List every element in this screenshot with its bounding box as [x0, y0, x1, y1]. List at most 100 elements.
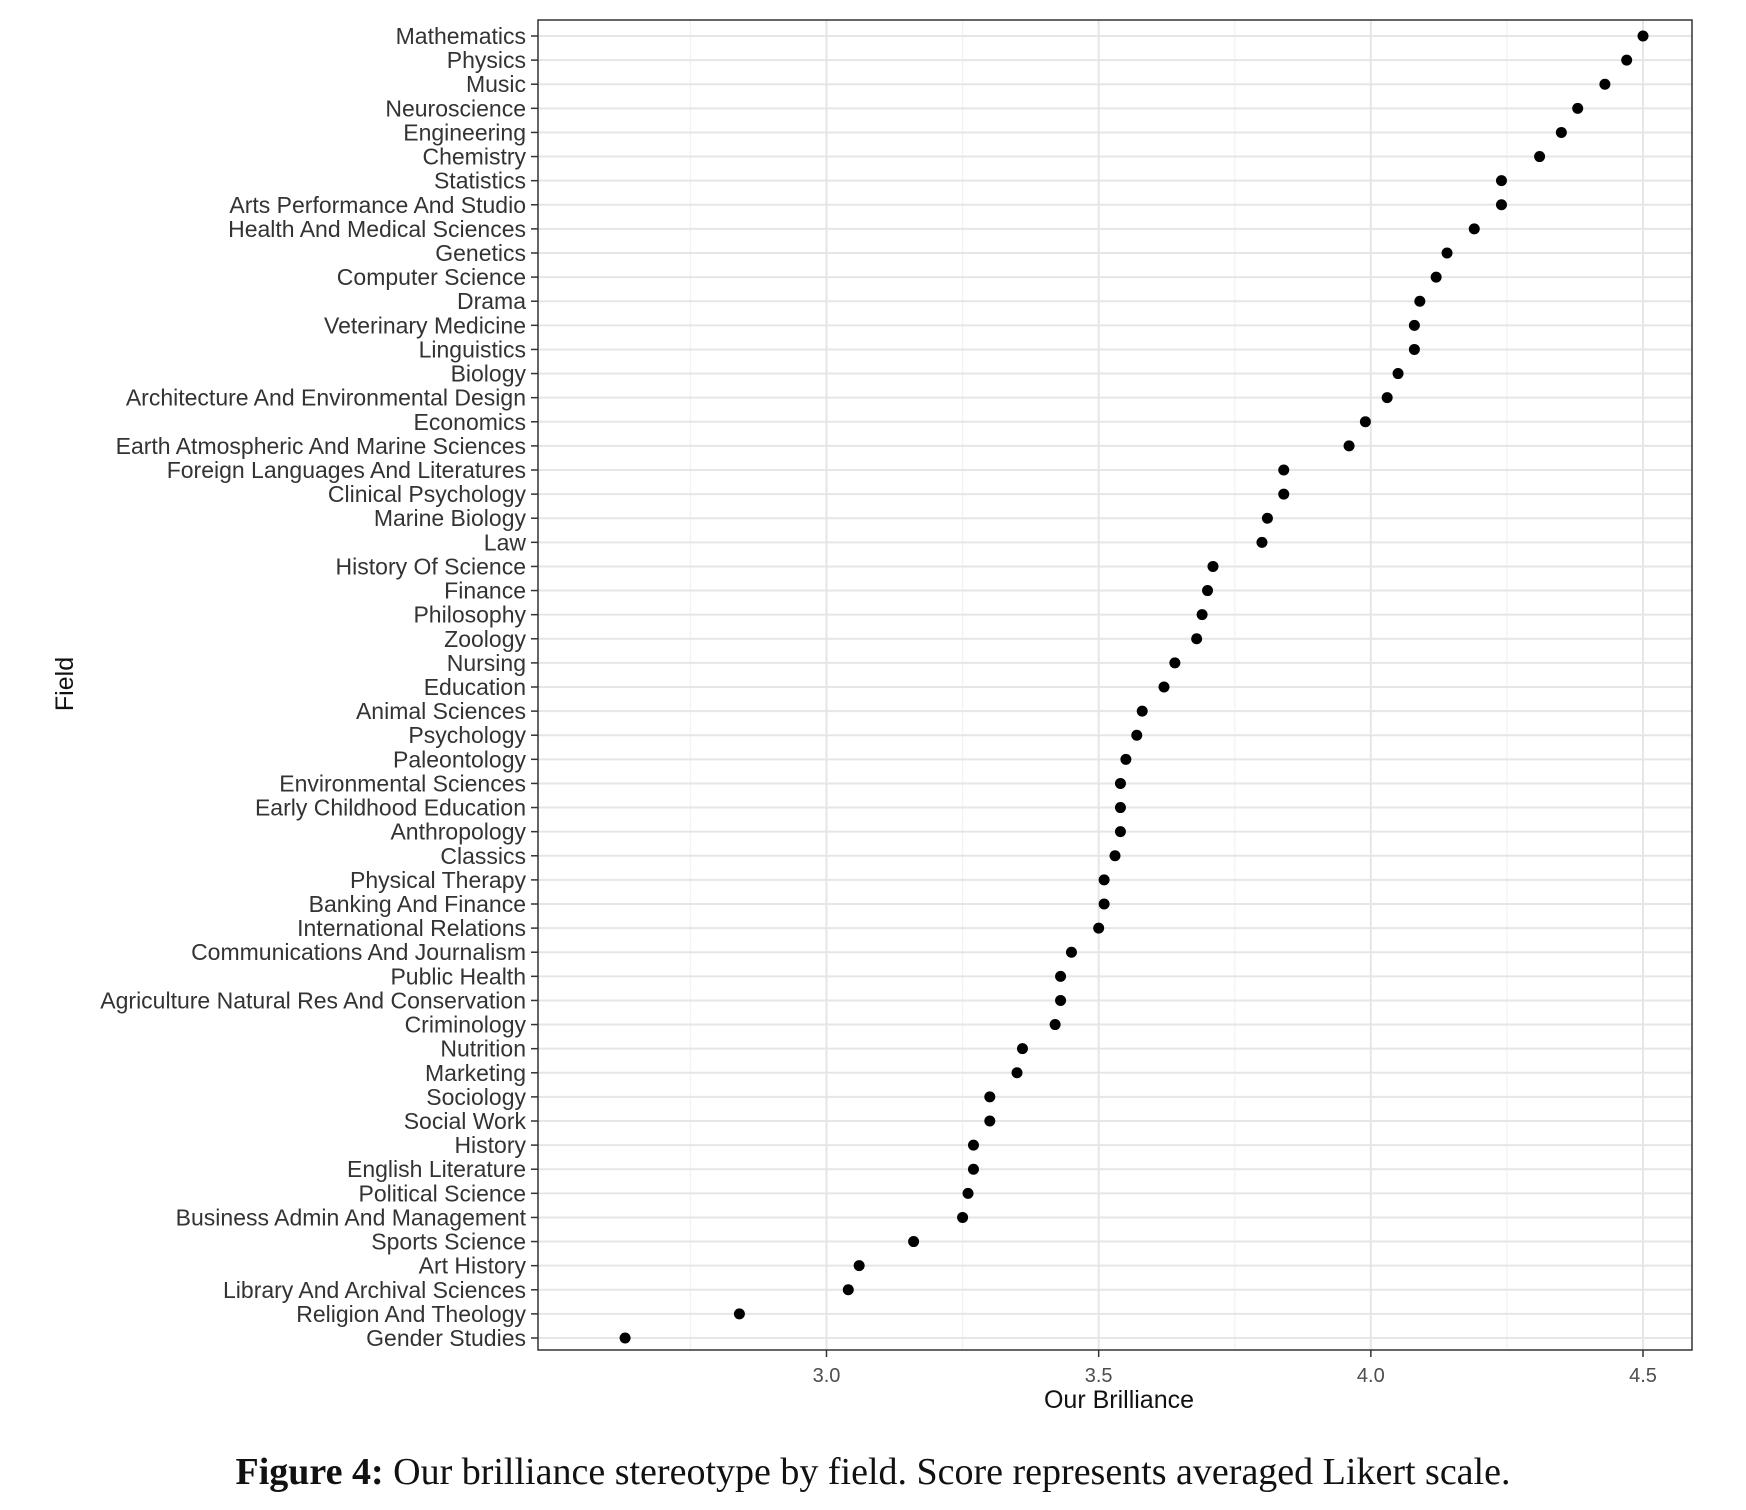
y-category-label: Marine Biology: [374, 505, 527, 531]
data-point: [1599, 78, 1611, 90]
x-axis-title: Our Brilliance: [1044, 1386, 1194, 1414]
data-point: [1278, 488, 1290, 500]
plot-border: [537, 19, 1693, 1351]
data-point: [1261, 512, 1273, 524]
data-point: [1114, 802, 1126, 814]
data-point: [1131, 729, 1143, 741]
data-point: [1098, 874, 1110, 886]
x-tick-label: 3.0: [813, 1365, 841, 1387]
data-point: [1637, 30, 1649, 42]
y-category-label: Early Childhood Education: [255, 795, 526, 821]
data-point: [1468, 223, 1480, 235]
data-point: [1191, 633, 1203, 645]
y-category-label: Architecture And Environmental Design: [126, 385, 526, 411]
caption-text: Our brilliance stereotype by field. Scor…: [393, 1451, 1511, 1493]
data-point: [1256, 536, 1268, 548]
y-category-label: Health And Medical Sciences: [228, 216, 526, 242]
data-point: [1011, 1067, 1023, 1079]
data-point: [1207, 560, 1219, 572]
y-category-label: Art History: [419, 1253, 527, 1279]
data-point: [1278, 464, 1290, 476]
data-point: [1114, 777, 1126, 789]
data-point: [1408, 319, 1420, 331]
y-category-label: Nutrition: [440, 1036, 526, 1062]
data-point: [967, 1163, 979, 1175]
y-category-label: International Relations: [297, 915, 526, 941]
data-point: [1359, 416, 1371, 428]
y-category-label: Education: [424, 674, 526, 700]
y-category-label: Criminology: [405, 1012, 527, 1038]
y-category-label: Economics: [414, 409, 526, 435]
y-category-label: Psychology: [408, 722, 526, 748]
y-category-label: Philosophy: [413, 602, 526, 628]
data-point: [984, 1091, 996, 1103]
x-tick-label: 4.5: [1629, 1365, 1657, 1387]
y-category-label: Music: [466, 71, 526, 97]
y-category-label: Classics: [440, 843, 526, 869]
y-category-label: Foreign Languages And Literatures: [167, 457, 526, 483]
data-point: [1392, 368, 1404, 380]
y-category-label: Anthropology: [390, 819, 526, 845]
data-point: [842, 1284, 854, 1296]
data-point: [1098, 898, 1110, 910]
y-category-label: Arts Performance And Studio: [229, 192, 526, 218]
data-point: [1049, 1019, 1061, 1031]
data-point: [1381, 392, 1393, 404]
data-point: [967, 1139, 979, 1151]
data-point: [1414, 295, 1426, 307]
data-point: [1430, 271, 1442, 283]
data-point: [853, 1260, 865, 1272]
y-category-label: Sports Science: [371, 1229, 526, 1255]
data-point: [1621, 54, 1633, 66]
data-point: [1158, 681, 1170, 693]
data-point: [1109, 850, 1121, 862]
data-point: [1196, 609, 1208, 621]
y-category-label: Sociology: [426, 1084, 526, 1110]
y-category-label: Social Work: [404, 1108, 527, 1134]
y-category-label: History Of Science: [336, 553, 526, 579]
y-category-label: Political Science: [359, 1180, 526, 1206]
caption-label: Figure 4:: [235, 1451, 384, 1493]
y-category-label: Chemistry: [422, 144, 526, 170]
y-category-label: Finance: [444, 578, 526, 604]
data-point: [1016, 1043, 1028, 1055]
label-layer: 3.0 3.5 4.0 4.5 MathematicsPhysicsMusicNeuro…: [100, 23, 1657, 1387]
y-category-label: Animal Sciences: [356, 698, 526, 724]
data-point: [962, 1187, 974, 1199]
data-point: [957, 1211, 969, 1223]
y-category-label: Religion And Theology: [296, 1301, 526, 1327]
data-point: [619, 1332, 631, 1344]
data-point: [733, 1308, 745, 1320]
y-category-label: Zoology: [444, 626, 526, 652]
y-category-label: Physics: [447, 47, 526, 73]
data-point: [1495, 175, 1507, 187]
data-point: [908, 1236, 920, 1248]
y-category-label: Marketing: [425, 1060, 526, 1086]
data-point: [1093, 922, 1105, 934]
y-category-label: Neuroscience: [385, 95, 526, 121]
y-category-label: Communications And Journalism: [191, 939, 526, 965]
data-point: [1065, 946, 1077, 958]
data-point: [984, 1115, 996, 1127]
scatter-chart: 3.0 3.5 4.0 4.5 MathematicsPhysicsMusicNeuro…: [51, 19, 1693, 1414]
axis-layer: [531, 19, 1693, 1357]
y-category-label: Drama: [457, 288, 526, 314]
y-category-label: Engineering: [403, 119, 526, 145]
y-category-label: Linguistics: [419, 336, 526, 362]
data-point: [1495, 199, 1507, 211]
data-point: [1055, 994, 1067, 1006]
data-point: [1441, 247, 1453, 259]
y-category-label: Agriculture Natural Res And Conservation: [100, 987, 526, 1013]
data-point: [1169, 657, 1181, 669]
x-tick-label: 3.5: [1085, 1365, 1113, 1387]
y-category-label: Genetics: [435, 240, 526, 266]
data-point: [1343, 440, 1355, 452]
data-point: [1534, 151, 1546, 163]
y-category-label: Paleontology: [393, 746, 526, 772]
y-category-label: English Literature: [347, 1156, 526, 1182]
y-axis-title: Field: [51, 657, 79, 711]
plot-panel: [538, 20, 1692, 1350]
y-category-label: Nursing: [447, 650, 526, 676]
y-category-label: Business Admin And Management: [176, 1204, 527, 1230]
